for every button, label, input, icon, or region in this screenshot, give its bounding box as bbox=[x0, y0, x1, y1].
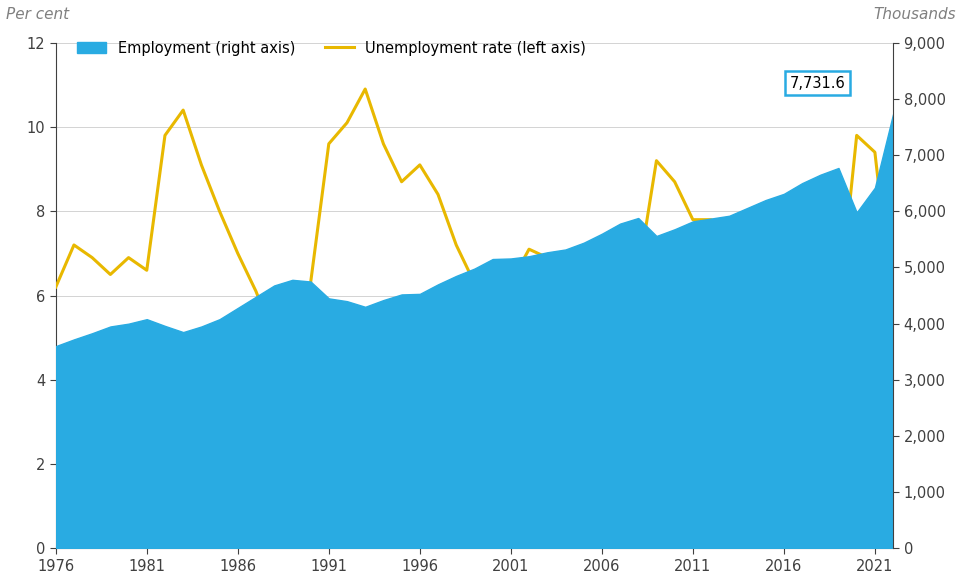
Legend: Employment (right axis), Unemployment rate (left axis): Employment (right axis), Unemployment ra… bbox=[71, 35, 592, 61]
Text: Thousands: Thousands bbox=[874, 7, 956, 22]
Text: 5.6: 5.6 bbox=[859, 356, 883, 370]
Text: Per cent: Per cent bbox=[6, 7, 68, 22]
Text: 7,731.6: 7,731.6 bbox=[790, 75, 846, 91]
